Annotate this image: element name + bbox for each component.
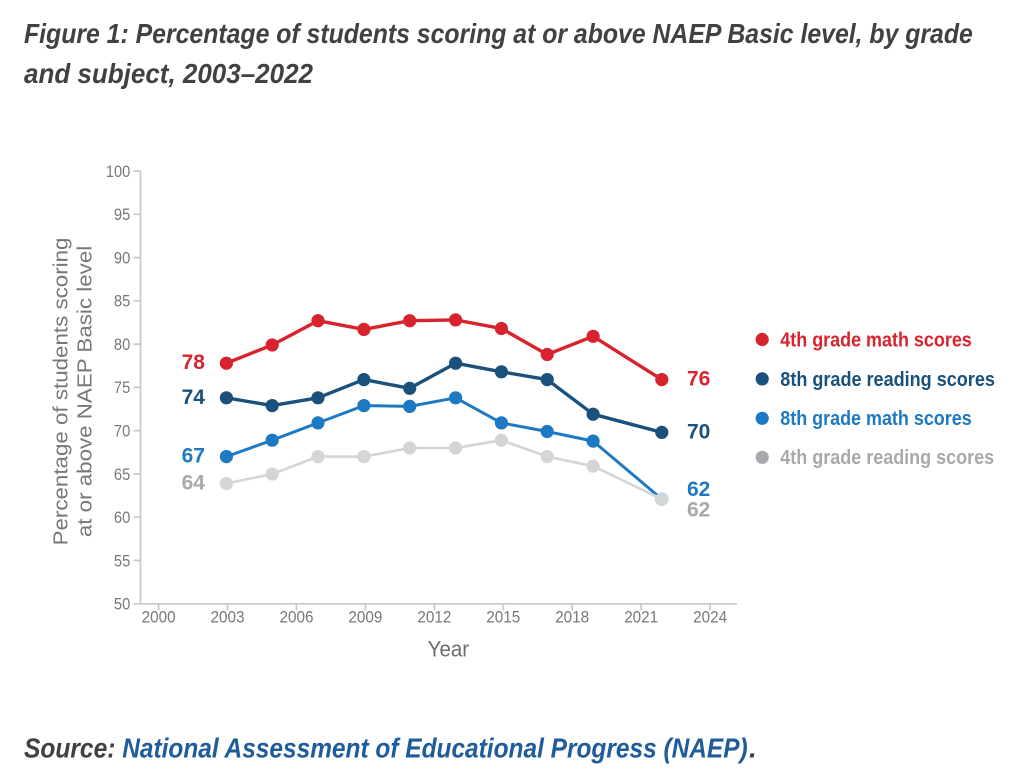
svg-text:and subject, 2003–2022: and subject, 2003–2022 bbox=[24, 58, 313, 89]
svg-text:Percentage of students scoring: Percentage of students scoring bbox=[51, 238, 73, 546]
svg-text:2015: 2015 bbox=[486, 607, 520, 626]
svg-text:8th grade math scores: 8th grade math scores bbox=[780, 408, 971, 430]
svg-text:.: . bbox=[749, 733, 757, 764]
svg-text:2003: 2003 bbox=[211, 607, 245, 626]
svg-text:70: 70 bbox=[114, 422, 130, 441]
svg-text:67: 67 bbox=[182, 445, 205, 468]
svg-text:100: 100 bbox=[106, 162, 130, 181]
svg-text:2012: 2012 bbox=[417, 607, 451, 626]
svg-text:2009: 2009 bbox=[348, 607, 382, 626]
svg-text:at or above NAEP Basic level: at or above NAEP Basic level bbox=[75, 246, 97, 537]
svg-text:62: 62 bbox=[687, 498, 710, 521]
svg-text:62: 62 bbox=[687, 478, 710, 501]
svg-text:2006: 2006 bbox=[280, 607, 314, 626]
svg-text:74: 74 bbox=[182, 386, 206, 409]
svg-text:2018: 2018 bbox=[555, 607, 589, 626]
svg-text:60: 60 bbox=[114, 508, 130, 527]
svg-text:2021: 2021 bbox=[624, 607, 658, 626]
svg-text:Source:: Source: bbox=[24, 733, 115, 764]
svg-text:90: 90 bbox=[114, 248, 130, 267]
svg-text:65: 65 bbox=[114, 465, 130, 484]
svg-text:8th grade reading scores: 8th grade reading scores bbox=[780, 369, 995, 391]
svg-text:National Assessment of Educati: National Assessment of Educational Progr… bbox=[122, 733, 748, 764]
svg-text:2024: 2024 bbox=[693, 607, 727, 626]
svg-text:Figure 1: Percentage of studen: Figure 1: Percentage of students scoring… bbox=[24, 18, 973, 49]
svg-text:75: 75 bbox=[114, 378, 130, 397]
svg-text:64: 64 bbox=[182, 472, 206, 495]
svg-text:4th grade reading scores: 4th grade reading scores bbox=[780, 447, 994, 469]
svg-text:55: 55 bbox=[114, 551, 130, 570]
svg-text:70: 70 bbox=[687, 420, 710, 443]
svg-text:80: 80 bbox=[114, 335, 130, 354]
svg-text:78: 78 bbox=[182, 351, 206, 374]
svg-text:Year: Year bbox=[428, 637, 470, 662]
svg-text:85: 85 bbox=[114, 292, 130, 311]
svg-text:95: 95 bbox=[114, 205, 130, 224]
svg-text:4th grade math scores: 4th grade math scores bbox=[780, 329, 972, 351]
svg-text:50: 50 bbox=[114, 595, 130, 614]
svg-text:2000: 2000 bbox=[142, 607, 176, 626]
svg-text:76: 76 bbox=[687, 368, 710, 391]
